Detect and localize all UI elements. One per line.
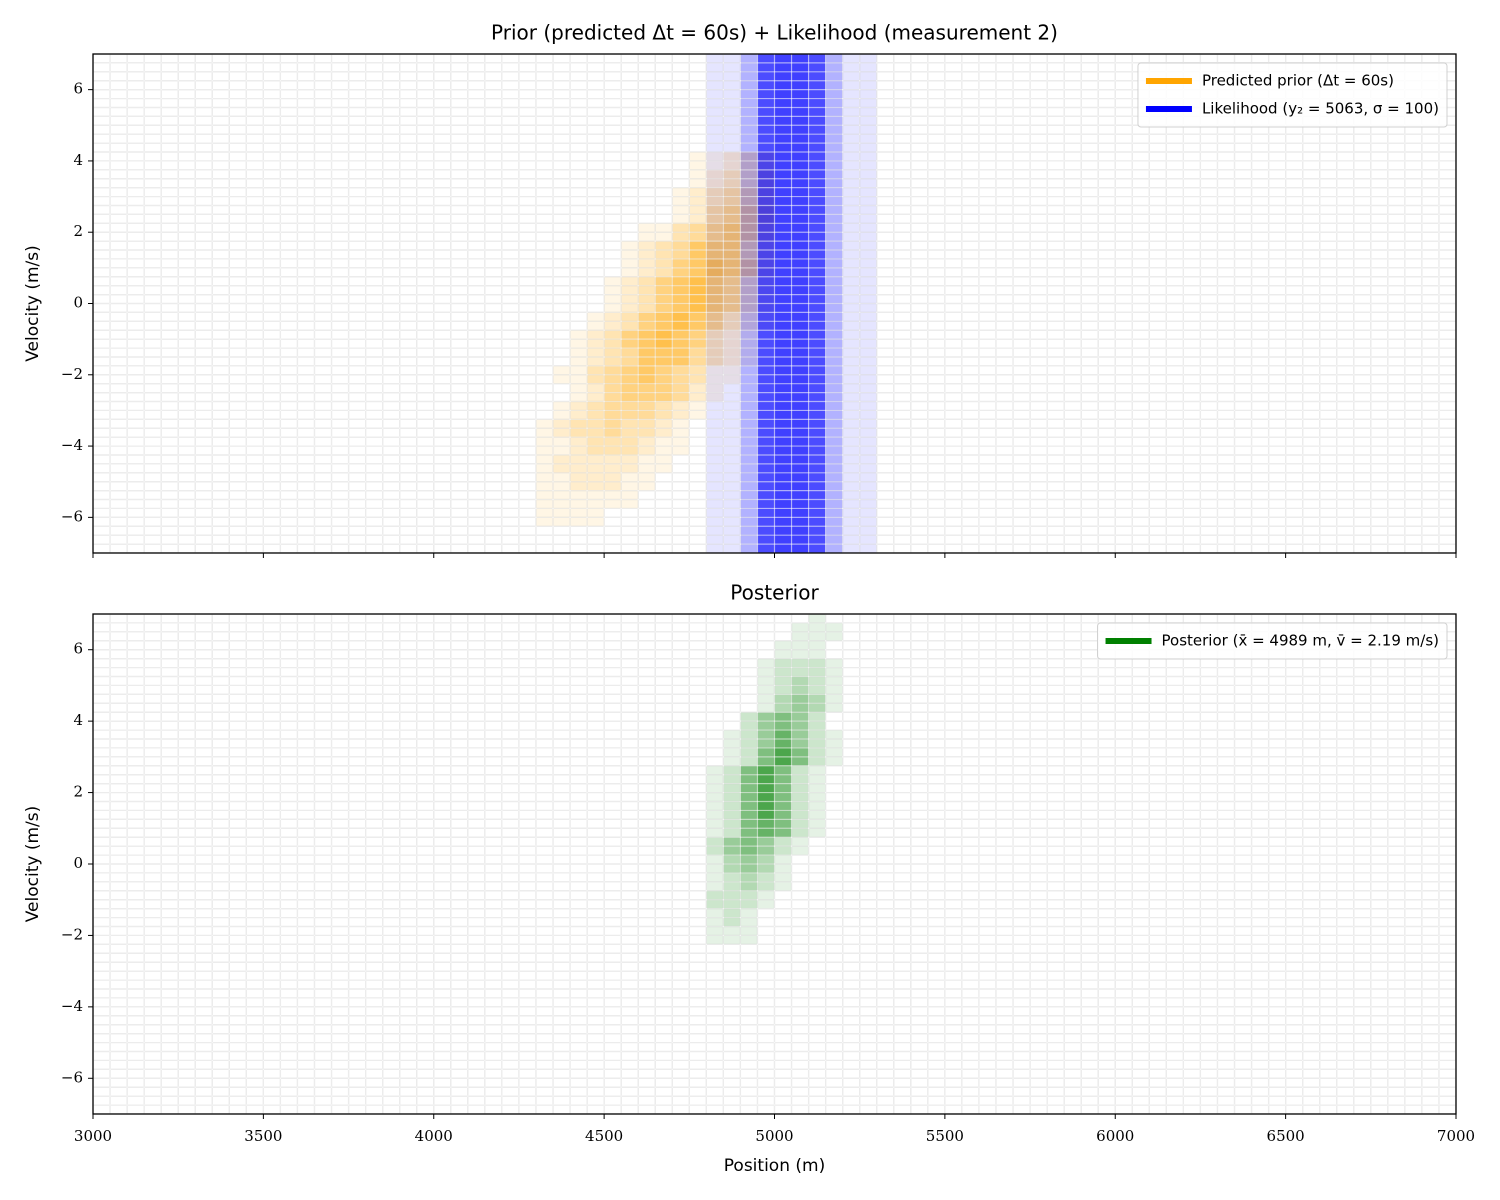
y-tick-label: 6	[73, 80, 83, 98]
legend-label: Predicted prior (Δt = 60s)	[1202, 72, 1394, 90]
grid-line-overlay	[93, 54, 1456, 553]
chart-title: Posterior	[730, 581, 819, 605]
x-tick-label: 3500	[244, 1127, 282, 1145]
x-tick-label: 4500	[585, 1127, 623, 1145]
y-tick-label: −4	[61, 436, 83, 454]
legend-label: Posterior (x̄ = 4989 m, v̄ = 2.19 m/s)	[1162, 632, 1439, 650]
axes: −6 −4 −2 0 2 4 6 3000 3500 4000 4500 5000 5500 6000 65…	[23, 581, 1475, 1177]
x-tick-label: 4000	[415, 1127, 453, 1145]
x-axis-label: Position (m)	[724, 1156, 825, 1176]
legend-box	[1137, 62, 1448, 128]
legend-label: Likelihood (y₂ = 5063, σ = 100)	[1202, 100, 1439, 118]
y-tick-label: 2	[73, 783, 83, 801]
y-tick-label: 4	[73, 151, 83, 169]
x-tick-label: 6000	[1096, 1127, 1134, 1145]
legend-box	[1097, 622, 1448, 660]
grid-line-overlay	[93, 614, 1456, 1114]
axes: −6 −4 −2 0 2 4 6 Prior (predicted Δt = 60s) + L…	[23, 21, 1457, 558]
y-tick-label: −6	[61, 507, 83, 525]
y-tick-label: −6	[61, 1068, 83, 1086]
x-tick-label: 3000	[74, 1127, 112, 1145]
y-tick-label: −2	[61, 365, 83, 383]
heatmap	[706, 614, 843, 945]
y-tick-label: −2	[61, 925, 83, 943]
y-axis-label: Velocity (m/s)	[23, 806, 43, 923]
y-tick-label: 4	[73, 711, 83, 729]
y-tick-label: 2	[73, 222, 83, 240]
y-tick-label: 0	[73, 854, 83, 872]
y-axis-label: Velocity (m/s)	[23, 245, 43, 362]
legend: Predicted prior (Δt = 60s) Likelihood (y₂…	[1137, 62, 1448, 128]
y-tick-label: −4	[61, 997, 83, 1015]
legend: Posterior (x̄ = 4989 m, v̄ = 2.19 m/s)	[1097, 622, 1448, 660]
y-tick-label: 0	[73, 294, 83, 312]
x-tick-label: 7000	[1437, 1127, 1475, 1145]
y-tick-label: 6	[73, 640, 83, 658]
heat-cell	[808, 614, 826, 623]
x-tick-label: 6500	[1267, 1127, 1305, 1145]
x-tick-label: 5000	[755, 1127, 793, 1145]
x-tick-label: 5500	[926, 1127, 964, 1145]
chart-title: Prior (predicted Δt = 60s) + Likelihood …	[491, 21, 1058, 45]
